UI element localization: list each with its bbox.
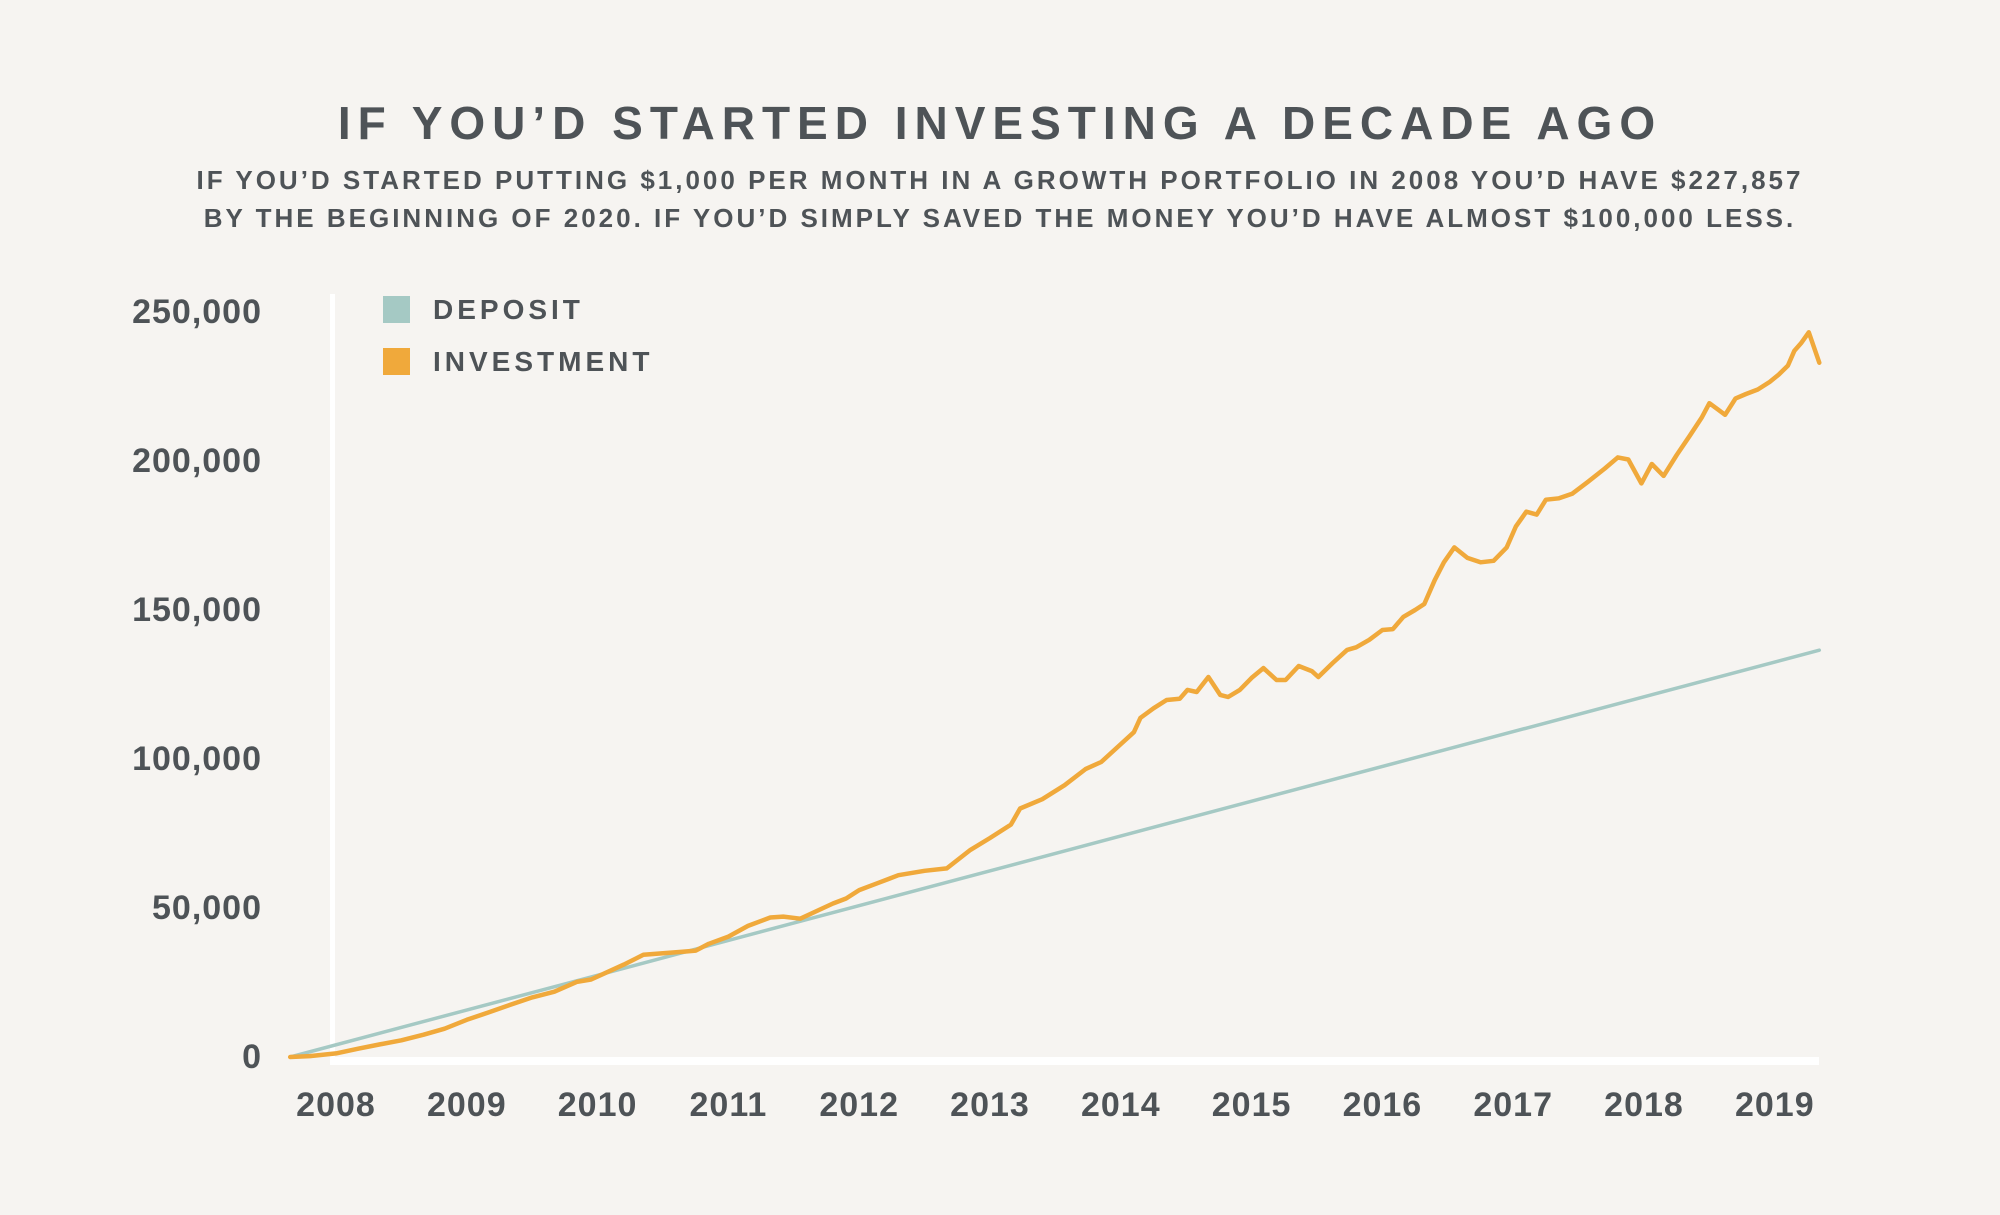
legend-label-deposit: DEPOSIT	[433, 293, 584, 325]
y-tick-label: 150,000	[132, 591, 262, 629]
y-tick-label: 250,000	[132, 293, 262, 331]
series-lines	[287, 330, 1822, 1060]
x-tick-label: 2017	[1473, 1086, 1553, 1124]
y-tick-label: 100,000	[132, 740, 262, 778]
x-tick-label: 2012	[819, 1086, 899, 1124]
chart-legend: DEPOSIT INVESTMENT	[383, 293, 654, 400]
x-tick-label: 2019	[1734, 1086, 1815, 1124]
y-tick-label: 0	[242, 1038, 262, 1076]
deposit-swatch-icon	[383, 296, 410, 323]
page-subtitle: IF YOU’D STARTED PUTTING $1,000 PER MONT…	[0, 161, 2000, 237]
legend-row-deposit: DEPOSIT	[383, 293, 653, 325]
y-tick-label: 200,000	[132, 442, 262, 480]
legend-row-investment: INVESTMENT	[383, 345, 654, 377]
investment-line	[287, 330, 1822, 1060]
x-tick-label: 2013	[950, 1086, 1030, 1124]
x-axis-line	[330, 1057, 1819, 1065]
y-axis-line	[330, 294, 335, 1065]
subtitle-line-1: IF YOU’D STARTED PUTTING $1,000 PER MONT…	[196, 165, 1804, 195]
x-tick-label: 2014	[1080, 1086, 1161, 1124]
investment-swatch-icon	[383, 348, 410, 375]
x-tick-label: 2008	[296, 1086, 376, 1124]
x-tick-label: 2009	[426, 1086, 507, 1124]
legend-label-investment: INVESTMENT	[433, 345, 654, 377]
x-tick-label: 2016	[1342, 1086, 1423, 1124]
subtitle-line-2: BY THE BEGINNING OF 2020. IF YOU’D SIMPL…	[203, 203, 1797, 233]
x-tick-label: 2018	[1604, 1086, 1684, 1124]
x-tick-label: 2011	[689, 1086, 768, 1124]
y-tick-label: 50,000	[152, 889, 262, 927]
deposit-line	[288, 648, 1822, 1059]
x-tick-label: 2015	[1211, 1086, 1292, 1124]
x-tick-label: 2010	[557, 1086, 638, 1124]
page-title: IF YOU’D STARTED INVESTING A DECADE AGO	[337, 97, 1663, 149]
